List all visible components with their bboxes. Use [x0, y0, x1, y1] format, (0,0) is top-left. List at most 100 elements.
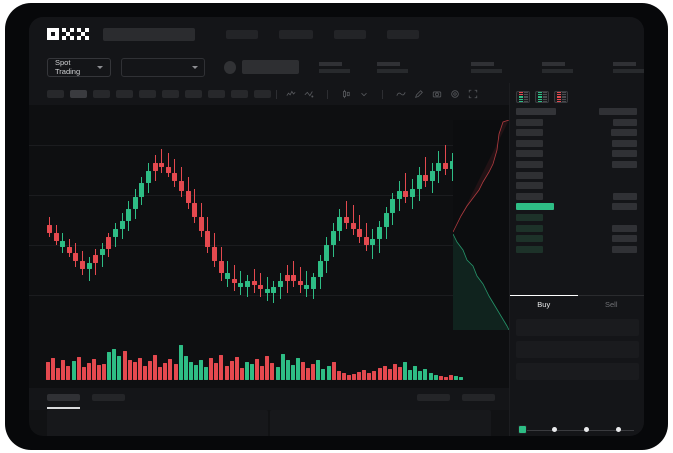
- orderbook-view-bids[interactable]: [535, 91, 549, 103]
- nav-item-3[interactable]: [334, 29, 366, 39]
- timeframe-button-6[interactable]: [185, 90, 202, 98]
- timeframe-button-0[interactable]: [47, 90, 64, 98]
- timeframe-button-5[interactable]: [162, 90, 179, 98]
- indicators-icon[interactable]: [286, 89, 296, 99]
- orderbook-row[interactable]: [510, 203, 644, 211]
- volume-bar: [193, 365, 198, 380]
- orderbook-row[interactable]: [510, 213, 644, 222]
- volume-bar: [168, 359, 173, 380]
- volume-bar: [229, 361, 234, 380]
- tab-sell[interactable]: Sell: [577, 295, 644, 315]
- orderbook-row[interactable]: [510, 139, 644, 148]
- chart-type-icon[interactable]: [341, 89, 351, 99]
- line-chart-icon[interactable]: [396, 89, 406, 99]
- volume-bar: [71, 361, 76, 380]
- chart-tool-icons: [286, 89, 478, 99]
- chevron-down-icon: [191, 65, 198, 69]
- volume-bar: [199, 360, 203, 380]
- volume-bar: [163, 363, 168, 380]
- volume-bar: [153, 355, 158, 380]
- slider-mark-75[interactable]: [616, 427, 621, 432]
- ask-depth-line: [453, 120, 509, 233]
- tab-action-2[interactable]: [462, 394, 495, 401]
- camera-icon[interactable]: [432, 89, 442, 99]
- slider-mark-25[interactable]: [552, 427, 557, 432]
- orderbook-view-asks[interactable]: [554, 91, 568, 103]
- volume-bar: [372, 371, 377, 380]
- timeframe-button-4[interactable]: [139, 90, 156, 98]
- tab-open-orders[interactable]: [47, 394, 80, 401]
- orderbook-price-value: [611, 129, 637, 137]
- volume-bar: [326, 366, 331, 380]
- orderbook-row[interactable]: [510, 150, 644, 158]
- chart-toolbar: [29, 83, 509, 105]
- orderbook-row[interactable]: [510, 129, 644, 137]
- toolbar-divider: [327, 89, 328, 99]
- orderbook-row[interactable]: [510, 171, 644, 180]
- volume-bar: [377, 368, 382, 380]
- orderbook-row[interactable]: [510, 192, 644, 201]
- global-search-input[interactable]: [103, 27, 195, 41]
- volume-bar: [331, 362, 336, 380]
- timeframe-button-8[interactable]: [231, 90, 248, 98]
- orderbook-row[interactable]: [510, 224, 644, 233]
- compare-icon[interactable]: [304, 89, 314, 99]
- depth-chart-svg: [453, 120, 509, 342]
- top-navigation-bar: [29, 17, 644, 51]
- orderbook-row[interactable]: [510, 108, 644, 116]
- tab-order-history[interactable]: [92, 394, 125, 401]
- volume-bar: [459, 377, 464, 380]
- fullscreen-icon[interactable]: [468, 89, 478, 99]
- timeframe-button-3[interactable]: [116, 90, 133, 98]
- slider-handle[interactable]: [518, 425, 527, 434]
- orderbook-price-value: [613, 192, 637, 200]
- volume-bar: [438, 376, 443, 380]
- nav-item-2[interactable]: [279, 29, 313, 39]
- orderbook-size-bar: [516, 235, 543, 243]
- bottom-card-1[interactable]: [47, 410, 268, 436]
- market-stat: [613, 61, 644, 73]
- nav-item-4[interactable]: [387, 29, 419, 39]
- nav-item-1[interactable]: [226, 29, 258, 39]
- volume-bar: [122, 351, 127, 380]
- chevron-down-icon[interactable]: [359, 89, 369, 99]
- orderbook-row[interactable]: [510, 235, 644, 243]
- settings-gear-icon[interactable]: [450, 89, 460, 99]
- candlestick-chart[interactable]: [29, 105, 509, 330]
- volume-bar: [454, 376, 458, 380]
- amount-percentage-slider[interactable]: [518, 425, 638, 435]
- volume-bar: [244, 362, 249, 380]
- slider-mark-50[interactable]: [584, 427, 589, 432]
- orderbook-size-bar: [516, 139, 543, 147]
- orderbook-row[interactable]: [510, 118, 644, 127]
- orderbook-row[interactable]: [510, 160, 644, 169]
- order-price-input[interactable]: [516, 319, 639, 336]
- order-amount-input[interactable]: [516, 341, 639, 358]
- bottom-card-2[interactable]: [270, 410, 491, 436]
- orders-tab-bar: [29, 388, 509, 410]
- orderbook-row[interactable]: [510, 245, 644, 254]
- order-total-input[interactable]: [516, 363, 639, 380]
- timeframe-button-7[interactable]: [208, 90, 225, 98]
- tab-buy[interactable]: Buy: [510, 295, 578, 315]
- tab-action-1[interactable]: [417, 394, 450, 401]
- timeframe-button-2[interactable]: [93, 90, 110, 98]
- trading-pair-select[interactable]: [121, 57, 205, 77]
- volume-bar: [362, 370, 367, 380]
- volume-bar: [86, 363, 91, 380]
- timeframe-button-1[interactable]: [70, 90, 87, 98]
- orderbook-view-both[interactable]: [516, 91, 530, 103]
- pencil-icon[interactable]: [414, 89, 424, 99]
- volume-bar: [306, 368, 311, 380]
- volume-bar: [46, 362, 50, 380]
- volume-bar: [387, 369, 392, 380]
- volume-bar: [311, 364, 316, 380]
- okx-logo[interactable]: [47, 28, 89, 40]
- orderbook-row[interactable]: [510, 182, 644, 190]
- toolbar-divider: [382, 89, 383, 99]
- volume-bar: [346, 375, 351, 380]
- market-sub-header: Spot Trading: [29, 51, 644, 83]
- timeframe-button-9[interactable]: [254, 90, 271, 98]
- volume-histogram[interactable]: [29, 330, 509, 388]
- trading-mode-selector[interactable]: Spot Trading: [47, 57, 112, 77]
